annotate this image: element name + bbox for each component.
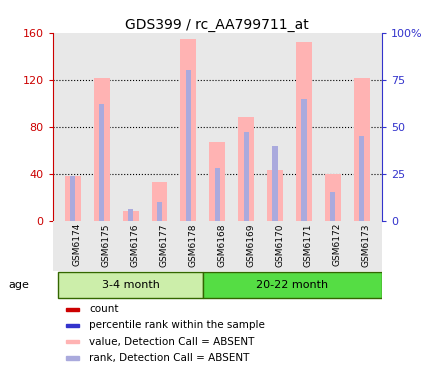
Bar (123, 211, 138, 221)
Bar (99, 104, 104, 221)
Text: GSM6169: GSM6169 (246, 223, 254, 266)
Bar (209, 142, 225, 221)
Bar (329, 193, 335, 221)
Bar (266, 170, 283, 221)
Text: GSM6170: GSM6170 (275, 223, 283, 266)
Bar (66, 340, 79, 343)
Text: GSM6168: GSM6168 (217, 223, 226, 266)
Title: GDS399 / rc_AA799711_at: GDS399 / rc_AA799711_at (125, 18, 308, 32)
Bar (65, 176, 81, 221)
Bar (243, 132, 248, 221)
Bar (157, 202, 162, 221)
Bar (214, 168, 219, 221)
Bar (358, 136, 364, 221)
Text: GSM6177: GSM6177 (159, 223, 168, 266)
Text: GSM6172: GSM6172 (332, 223, 341, 266)
Text: GSM6176: GSM6176 (131, 223, 139, 266)
Bar (238, 117, 254, 221)
Bar (353, 78, 369, 221)
Text: GSM6174: GSM6174 (73, 223, 82, 266)
Text: GSM6175: GSM6175 (102, 223, 110, 266)
Bar (70, 176, 75, 221)
Bar (94, 78, 110, 221)
Bar (180, 39, 196, 221)
Bar (300, 98, 306, 221)
Bar (272, 146, 277, 221)
Text: value, Detection Call = ABSENT: value, Detection Call = ABSENT (88, 337, 254, 347)
FancyBboxPatch shape (58, 272, 202, 298)
Bar (66, 324, 79, 327)
Text: GSM6173: GSM6173 (361, 223, 370, 266)
Text: GSM6171: GSM6171 (303, 223, 312, 266)
Bar (66, 307, 79, 311)
Bar (295, 42, 311, 221)
Bar (151, 182, 167, 221)
Bar (185, 71, 191, 221)
Text: age: age (9, 280, 29, 290)
Text: count: count (88, 304, 118, 314)
Text: GSM6178: GSM6178 (188, 223, 197, 266)
Text: rank, Detection Call = ABSENT: rank, Detection Call = ABSENT (88, 353, 249, 363)
Bar (128, 209, 133, 221)
Bar (66, 356, 79, 359)
Bar (324, 173, 340, 221)
Text: percentile rank within the sample: percentile rank within the sample (88, 321, 264, 330)
FancyBboxPatch shape (202, 272, 381, 298)
Text: 20-22 month: 20-22 month (256, 280, 328, 290)
Text: 3-4 month: 3-4 month (102, 280, 159, 290)
